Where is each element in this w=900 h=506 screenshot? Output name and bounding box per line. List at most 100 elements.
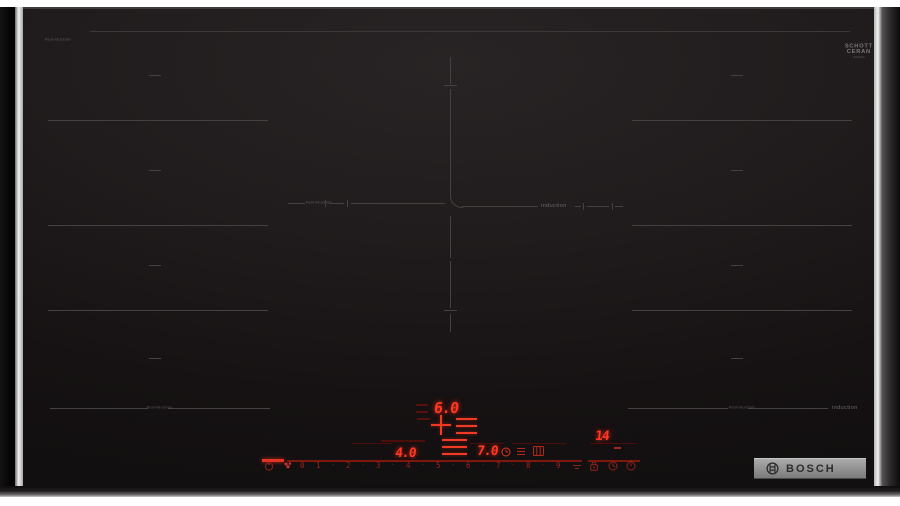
pot-marker — [731, 358, 743, 359]
left-steel-rail — [15, 7, 23, 486]
zone-line — [50, 408, 148, 409]
slider-dot: · — [451, 461, 456, 469]
pot-marker — [149, 265, 161, 266]
center-divider — [450, 216, 451, 258]
front-bevel — [0, 486, 900, 497]
timer-icon[interactable] — [626, 460, 636, 471]
center-divider — [450, 89, 451, 195]
pot-marker — [149, 170, 161, 171]
pot-marker — [731, 170, 743, 171]
dim-indicator — [417, 418, 430, 420]
slider-dot: · — [481, 461, 486, 469]
induction-label-right: induction — [832, 404, 858, 411]
slider-level-8[interactable]: 8 — [526, 461, 531, 470]
right-power-display: 7.0 — [476, 444, 499, 459]
right-steel-rail — [874, 7, 882, 486]
move-mode-bar — [442, 446, 467, 448]
slider-level-6[interactable]: 6 — [466, 461, 471, 470]
schott-line1: SCHOTT — [844, 42, 873, 49]
slider-level-3[interactable]: 3 — [376, 461, 381, 470]
bosch-badge: BOSCH — [754, 458, 866, 479]
timer-min-mark — [614, 447, 621, 449]
slider-dot: · — [391, 461, 396, 469]
dim-frame-line — [470, 443, 504, 444]
slider-level-4[interactable]: 4 — [406, 461, 411, 470]
schott-line2: CERAN — [846, 48, 871, 55]
move-mode-bar — [456, 418, 477, 420]
clock-icon[interactable] — [608, 461, 618, 471]
bosch-anchor-icon — [766, 462, 779, 475]
dim-indicator — [416, 404, 428, 406]
dim-frame-line — [352, 443, 392, 444]
cooktop-body: flexInduction SCHOTT CERAN flexInduction — [0, 7, 900, 497]
slider-active-segment[interactable] — [262, 459, 284, 462]
wipe-protection-icon[interactable] — [283, 461, 293, 470]
zone-line — [48, 225, 268, 226]
zone-line — [329, 203, 344, 204]
center-divider — [450, 314, 451, 332]
zone-clock-icon — [501, 447, 511, 457]
slider-level-0[interactable]: 0 — [300, 461, 305, 470]
slider-level-7[interactable]: 7 — [496, 461, 501, 470]
dim-frame-line — [381, 440, 425, 442]
zone-tick — [583, 203, 584, 210]
slider-dot: · — [541, 461, 546, 469]
zone-line — [288, 203, 305, 204]
zone-line — [575, 206, 581, 207]
plus-icon — [440, 415, 442, 435]
right-edge-shadow — [882, 7, 900, 486]
center-divider — [450, 261, 451, 308]
center-divider — [450, 57, 451, 84]
flex-print-bottom-right: flexInduction — [729, 405, 755, 410]
move-mode-bar — [456, 432, 477, 434]
power-icon[interactable] — [264, 461, 274, 471]
glass-reflection-line — [90, 31, 850, 32]
slider-level-9[interactable]: 9 — [556, 461, 561, 470]
slider-dot: · — [421, 461, 426, 469]
zone-line — [632, 120, 852, 121]
flex-print-center: flexInduction — [306, 200, 332, 205]
simmer-icon[interactable] — [573, 465, 581, 470]
slider-dot: · — [361, 461, 366, 469]
zone-tick — [347, 200, 348, 207]
schott-underbar — [853, 56, 865, 58]
center-divider-tick — [444, 85, 457, 86]
glass-top-edge — [23, 7, 874, 9]
pot-marker — [149, 358, 161, 359]
ceran-glass-surface: flexInduction SCHOTT CERAN flexInduction — [23, 7, 874, 486]
zone-line — [587, 206, 609, 207]
schott-ceran-logo: SCHOTT CERAN — [843, 42, 875, 58]
bosch-wordmark: BOSCH — [786, 462, 836, 475]
zone-tick — [612, 203, 613, 210]
zone-tick — [325, 200, 326, 207]
move-mode-bars-icon[interactable] — [517, 448, 525, 457]
zone-line — [462, 206, 538, 207]
slider-level-1[interactable]: 1 — [316, 461, 321, 470]
slider-dot: · — [331, 461, 336, 469]
center-power-display: 6.0 — [432, 399, 460, 417]
zone-line — [168, 408, 270, 409]
timer-display: 14 — [594, 429, 610, 444]
pan-grid-icon[interactable] — [533, 446, 544, 456]
slider-level-2[interactable]: 2 — [346, 461, 351, 470]
move-mode-bar — [456, 425, 477, 427]
dim-frame-line — [512, 443, 566, 444]
dim-indicator — [416, 411, 428, 413]
zone-line — [615, 206, 623, 207]
slider-level-5[interactable]: 5 — [436, 461, 441, 470]
induction-label-center: induction — [541, 202, 567, 209]
pot-marker — [731, 75, 743, 76]
zone-line — [48, 120, 268, 121]
slider-track[interactable] — [588, 460, 640, 462]
slider-dot: · — [511, 461, 516, 469]
left-edge-shadow — [0, 7, 15, 486]
slider-track[interactable] — [287, 460, 582, 462]
zone-line — [628, 408, 728, 409]
pot-marker — [731, 265, 743, 266]
move-mode-bar — [442, 453, 467, 455]
child-lock-icon[interactable] — [590, 462, 598, 471]
pot-marker — [149, 75, 161, 76]
flex-print-bottom-left: flexInduction — [147, 405, 173, 410]
move-mode-bar — [442, 439, 467, 441]
